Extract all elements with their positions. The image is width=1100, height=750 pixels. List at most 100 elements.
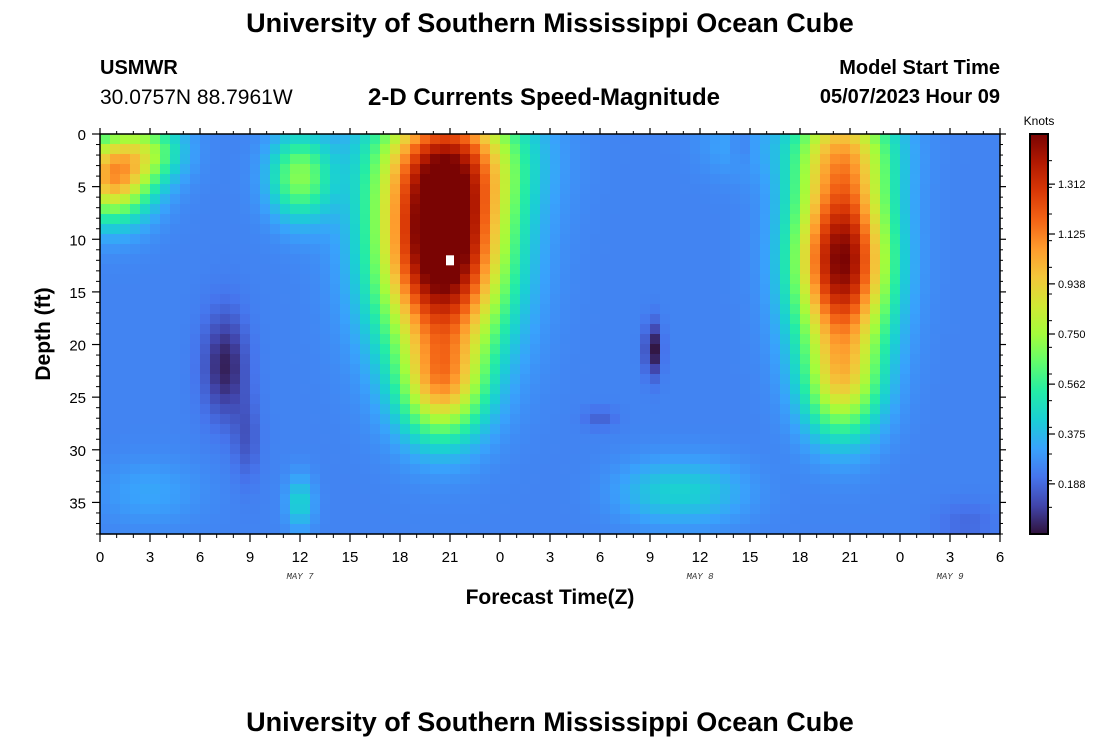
heatmap-cell bbox=[590, 514, 601, 525]
heatmap-cell bbox=[250, 194, 261, 205]
heatmap-cell bbox=[300, 274, 311, 285]
heatmap-cell bbox=[570, 304, 581, 315]
heatmap-cell bbox=[250, 504, 261, 515]
heatmap-cell bbox=[360, 384, 371, 395]
heatmap-cell bbox=[210, 334, 221, 345]
heatmap-cell bbox=[490, 394, 501, 405]
heatmap-cell bbox=[490, 344, 501, 355]
heatmap-cell bbox=[560, 504, 571, 515]
heatmap-cell bbox=[310, 514, 321, 525]
max-speed-marker bbox=[446, 255, 454, 266]
heatmap-cell bbox=[890, 344, 901, 355]
heatmap-cell bbox=[100, 264, 111, 275]
heatmap-cell bbox=[950, 174, 961, 185]
colorbar bbox=[1029, 133, 1049, 535]
heatmap-cell bbox=[310, 334, 321, 345]
heatmap-cell bbox=[680, 394, 691, 405]
heatmap-cell bbox=[130, 164, 141, 175]
heatmap-cell bbox=[970, 254, 981, 265]
heatmap-cell bbox=[460, 294, 471, 305]
heatmap-cell bbox=[450, 364, 461, 375]
heatmap-cell bbox=[780, 384, 791, 395]
heatmap-cell bbox=[350, 454, 361, 465]
heatmap-cell bbox=[910, 294, 921, 305]
heatmap-cell bbox=[190, 204, 201, 215]
x-tick-label: 21 bbox=[442, 549, 459, 566]
heatmap-cell bbox=[220, 204, 231, 215]
heatmap-cell bbox=[980, 484, 991, 495]
heatmap-cell bbox=[530, 384, 541, 395]
heatmap-cell bbox=[520, 454, 531, 465]
heatmap-cell bbox=[600, 414, 611, 425]
heatmap-cell bbox=[490, 294, 501, 305]
heatmap-cell bbox=[910, 364, 921, 375]
heatmap-cell bbox=[820, 224, 831, 235]
heatmap-cell bbox=[260, 424, 271, 435]
heatmap-cell bbox=[280, 314, 291, 325]
heatmap-cell bbox=[770, 484, 781, 495]
heatmap-cell bbox=[900, 364, 911, 375]
heatmap-cell bbox=[530, 394, 541, 405]
heatmap-cell bbox=[690, 144, 701, 155]
heatmap-cell bbox=[100, 334, 111, 345]
heatmap-cell bbox=[800, 354, 811, 365]
heatmap-cell bbox=[490, 434, 501, 445]
heatmap-cell bbox=[250, 514, 261, 525]
heatmap-cell bbox=[300, 224, 311, 235]
heatmap-cell bbox=[570, 494, 581, 505]
heatmap-cell bbox=[910, 394, 921, 405]
heatmap-cell bbox=[230, 314, 241, 325]
heatmap-cell bbox=[760, 424, 771, 435]
heatmap-cell bbox=[110, 154, 121, 165]
heatmap-cell bbox=[260, 434, 271, 445]
heatmap-cell bbox=[370, 424, 381, 435]
heatmap-cell bbox=[390, 254, 401, 265]
heatmap-cell bbox=[810, 514, 821, 525]
heatmap-cell bbox=[140, 434, 151, 445]
heatmap-cell bbox=[980, 504, 991, 515]
x-tick-label: 18 bbox=[792, 549, 809, 566]
heatmap-cell bbox=[940, 454, 951, 465]
heatmap-cell bbox=[170, 194, 181, 205]
heatmap-cell bbox=[190, 394, 201, 405]
heatmap-cell bbox=[460, 194, 471, 205]
heatmap-cell bbox=[740, 364, 751, 375]
heatmap-cell bbox=[650, 334, 661, 345]
heatmap-cell bbox=[840, 174, 851, 185]
heatmap-cell bbox=[190, 234, 201, 245]
heatmap-cell bbox=[370, 354, 381, 365]
heatmap-cell bbox=[110, 494, 121, 505]
heatmap-cell bbox=[940, 254, 951, 265]
heatmap-cell bbox=[330, 344, 341, 355]
heatmap-cell bbox=[340, 324, 351, 335]
heatmap-cell bbox=[360, 174, 371, 185]
heatmap-cell bbox=[670, 244, 681, 255]
heatmap-cell bbox=[660, 244, 671, 255]
heatmap-cell bbox=[780, 454, 791, 465]
heatmap-cell bbox=[350, 204, 361, 215]
heatmap-cell bbox=[790, 504, 801, 515]
heatmap-cell bbox=[500, 434, 511, 445]
heatmap-cell bbox=[590, 424, 601, 435]
heatmap-cell bbox=[500, 134, 511, 145]
heatmap-cell bbox=[380, 244, 391, 255]
heatmap-cell bbox=[380, 444, 391, 455]
heatmap-cell bbox=[170, 164, 181, 175]
heatmap-cell bbox=[890, 374, 901, 385]
heatmap-cell bbox=[570, 354, 581, 365]
heatmap-cell bbox=[600, 264, 611, 275]
heatmap-cell bbox=[110, 244, 121, 255]
heatmap-cell bbox=[760, 384, 771, 395]
heatmap-cell bbox=[420, 414, 431, 425]
heatmap-cell bbox=[460, 244, 471, 255]
heatmap-cell bbox=[180, 504, 191, 515]
heatmap-cell bbox=[390, 164, 401, 175]
heatmap-cell bbox=[770, 274, 781, 285]
heatmap-cell bbox=[510, 174, 521, 185]
heatmap-cell bbox=[970, 444, 981, 455]
heatmap-cell bbox=[510, 354, 521, 365]
heatmap-cell bbox=[180, 134, 191, 145]
heatmap-cell bbox=[770, 524, 781, 535]
heatmap-cell bbox=[720, 424, 731, 435]
heatmap-cell bbox=[420, 194, 431, 205]
